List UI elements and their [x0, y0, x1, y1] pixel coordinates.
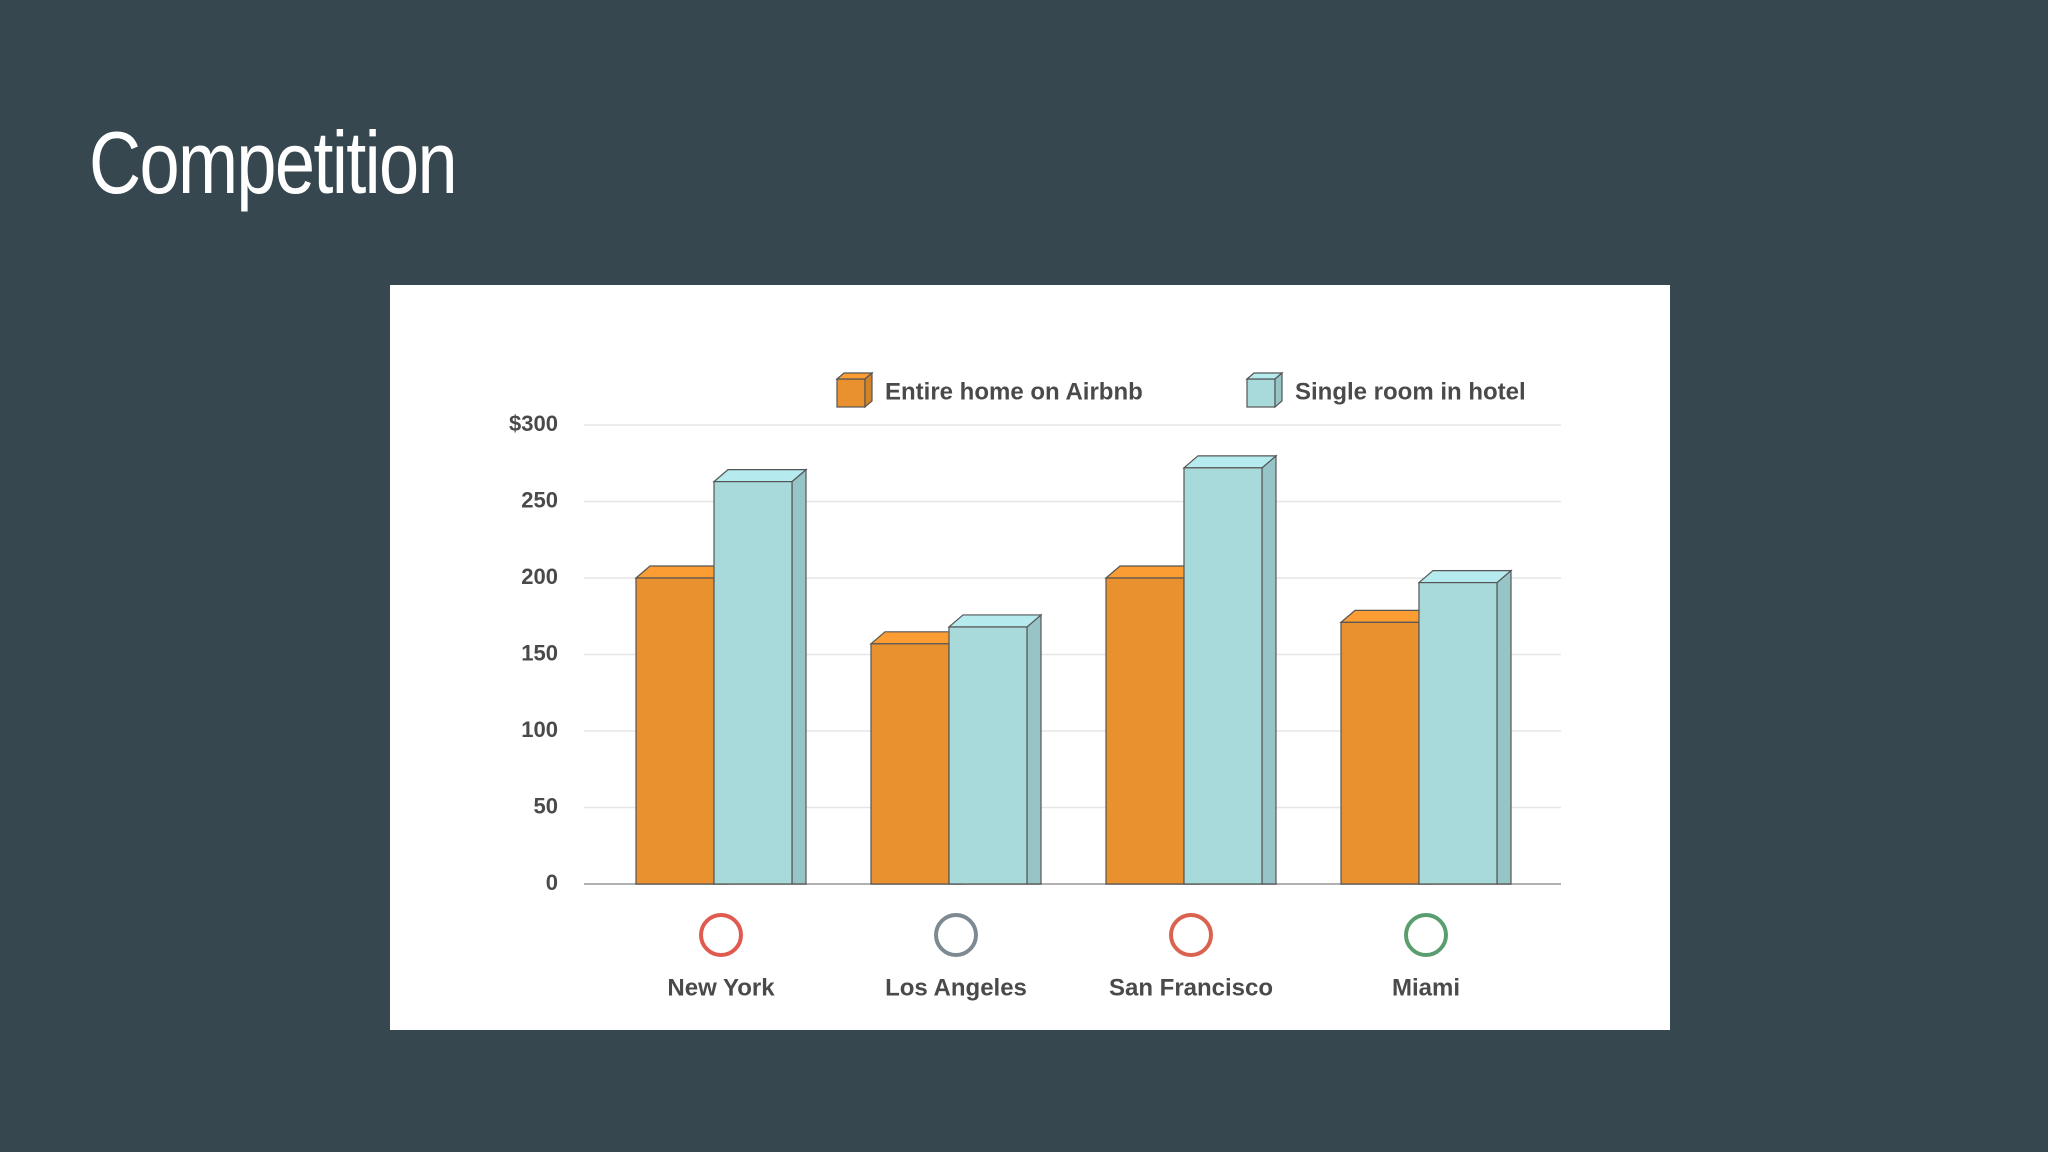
y-tick-label: 150	[521, 640, 558, 665]
x-tick-label: Miami	[1392, 974, 1460, 1001]
bar	[1183, 467, 1263, 885]
legend-label: Entire home on Airbnb	[885, 378, 1143, 405]
bar	[1105, 577, 1185, 885]
bar	[1340, 621, 1420, 885]
bar-top	[1417, 569, 1513, 584]
legend-swatch-side	[1274, 371, 1283, 409]
slide-title: Competition	[89, 113, 458, 212]
legend-swatch-side	[864, 371, 873, 409]
x-tick-label: New York	[667, 974, 775, 1001]
bar-top	[947, 614, 1043, 628]
y-tick-label: 50	[534, 793, 558, 818]
bar	[1418, 581, 1498, 885]
x-tick-label: San Francisco	[1109, 974, 1273, 1001]
bar	[948, 626, 1028, 885]
bar	[870, 643, 950, 885]
bar-side	[791, 468, 807, 885]
y-tick-label: 250	[521, 487, 558, 512]
category-icon	[1404, 913, 1448, 957]
x-tick-label: Los Angeles	[885, 974, 1027, 1001]
chart: 0 50 100 150 200 250 $300 New York Los Angeles Sa…	[390, 285, 1670, 1030]
bar-side	[1496, 569, 1512, 885]
bar	[713, 481, 793, 885]
legend-label: Single room in hotel	[1295, 378, 1526, 405]
legend-swatch	[836, 378, 866, 408]
y-tick-label: 100	[521, 717, 558, 742]
y-tick-label: 0	[546, 870, 558, 895]
category-icon	[699, 913, 743, 957]
bar	[635, 577, 715, 885]
y-tick-label: $300	[509, 411, 558, 436]
bar-top	[712, 469, 808, 483]
legend-swatch	[1246, 378, 1276, 408]
bar-side	[1261, 454, 1277, 885]
category-icon	[1169, 913, 1213, 957]
bar-top	[1182, 455, 1278, 469]
y-tick-label: 200	[521, 564, 558, 589]
category-icon	[934, 913, 978, 957]
bar-side	[1026, 613, 1042, 885]
